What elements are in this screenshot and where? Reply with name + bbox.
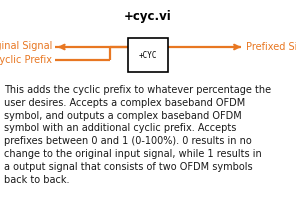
Text: This adds the cyclic prefix to whatever percentage the
user desires. Accepts a c: This adds the cyclic prefix to whatever … — [4, 85, 271, 185]
Bar — [128, 38, 168, 72]
Text: Prefixed Signal: Prefixed Signal — [246, 42, 296, 52]
Text: +cyc.vi: +cyc.vi — [124, 10, 172, 23]
Text: Original Signal: Original Signal — [0, 41, 52, 51]
Text: % of Cyclic Prefix: % of Cyclic Prefix — [0, 55, 52, 65]
Text: +CYC: +CYC — [139, 50, 157, 60]
